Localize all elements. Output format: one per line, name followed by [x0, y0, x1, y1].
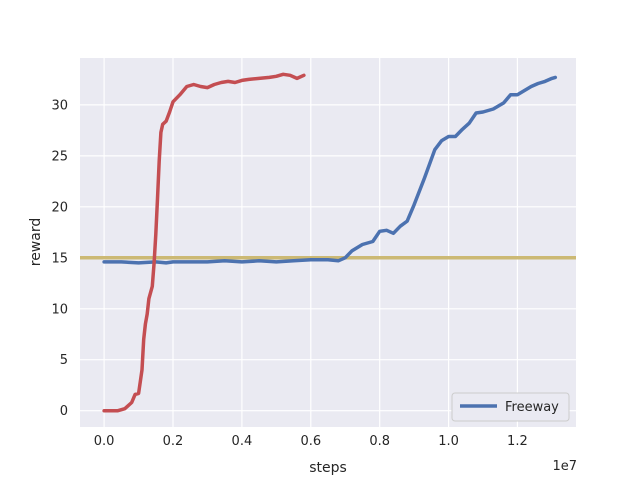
y-tick-label-1: 5: [60, 353, 68, 368]
x-tick-label-1: 0.2: [163, 434, 184, 449]
x-offset-label: 1e7: [552, 459, 577, 474]
y-axis-label: reward: [28, 218, 44, 267]
legend-box: [451, 392, 570, 422]
series-lines: [102, 72, 558, 413]
tick-labels: 0.0 0.2 0.4 0.6 0.8 1.0 1.2 0 5 10 15 20 25 30: [51, 98, 527, 449]
legend: Freeway: [451, 392, 570, 422]
x-axis-label: steps: [309, 460, 347, 476]
x-tick-label-5: 1.0: [438, 434, 459, 449]
x-tick-label-2: 0.4: [232, 434, 253, 449]
y-tick-label-5: 25: [51, 149, 68, 164]
series-line-1: [102, 72, 306, 413]
x-tick-label-4: 0.8: [369, 434, 390, 449]
series-line-0: [102, 75, 558, 265]
x-tick-label-0: 0.0: [94, 434, 115, 449]
y-tick-label-3: 15: [51, 251, 68, 266]
x-tick-label-3: 0.6: [300, 434, 321, 449]
y-tick-label-6: 30: [51, 98, 68, 113]
x-tick-label-6: 1.2: [507, 434, 528, 449]
plot-background: [80, 58, 576, 427]
y-tick-label-4: 20: [51, 200, 68, 215]
y-tick-label-2: 10: [51, 302, 68, 317]
legend-label-freeway: Freeway: [505, 400, 559, 415]
y-tick-label-0: 0: [60, 404, 68, 419]
